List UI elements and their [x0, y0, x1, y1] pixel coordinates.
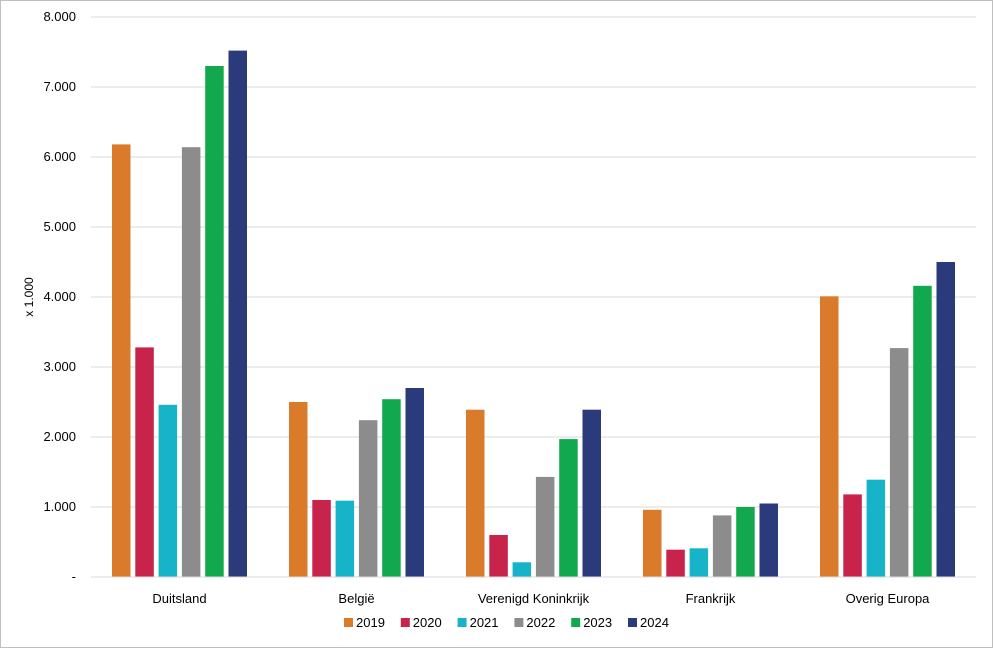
- bar-2019: [820, 296, 839, 577]
- y-tick-label: -: [72, 569, 76, 584]
- bar-2020: [489, 535, 508, 577]
- bar-2024: [936, 262, 955, 577]
- gridlines: [91, 16, 976, 508]
- legend: 2019 2020 2021 2022 2023 2024: [344, 615, 669, 630]
- bar-2022: [358, 420, 378, 577]
- bar-2019: [289, 402, 308, 577]
- legend-swatch-2024: [628, 618, 637, 627]
- bar-2024: [228, 50, 247, 578]
- bar-2024: [405, 388, 424, 577]
- bar-2023: [382, 399, 401, 577]
- legend-label: 2023: [583, 615, 612, 630]
- legend-swatch-2021: [457, 618, 467, 627]
- y-axis-label: x 1.000: [22, 277, 36, 317]
- legend-label: 2022: [526, 615, 555, 630]
- bar-2024: [582, 409, 601, 577]
- x-category-label: Verenigd Koninkrijk: [478, 591, 590, 606]
- legend-label: 2020: [413, 615, 442, 630]
- bar-2024: [759, 503, 778, 577]
- bar-2019: [466, 409, 485, 577]
- y-tick-label: 2.000: [43, 429, 76, 444]
- y-tick-label: 6.000: [43, 149, 76, 164]
- y-tick-label: 5.000: [43, 219, 76, 234]
- bar-2020: [312, 500, 331, 577]
- bar-2021: [866, 479, 886, 577]
- legend-swatch-2022: [514, 618, 524, 627]
- x-axis-category-labels: Duitsland België Verenigd Koninkrijk Frankr…: [152, 591, 930, 606]
- y-tick-label: 8.000: [43, 9, 76, 24]
- bar-2023: [205, 66, 224, 577]
- bar-2022: [889, 348, 909, 577]
- x-category-label: Duitsland: [152, 591, 206, 606]
- bar-2023: [736, 507, 755, 577]
- bar-2023: [559, 439, 578, 577]
- y-axis-tick-labels: - 1.000 2.000 3.000 4.000 5.000 6.000 7.000 8.00…: [43, 9, 76, 584]
- legend-swatch-2023: [571, 618, 581, 627]
- bar-2020: [843, 494, 862, 577]
- bar-2020: [135, 347, 154, 577]
- bar-2023: [913, 285, 932, 577]
- legend-label: 2021: [470, 615, 499, 630]
- legend-label: 2024: [640, 615, 669, 630]
- bar-2021: [335, 500, 355, 577]
- bar-2021: [689, 548, 709, 577]
- y-tick-label: 1.000: [43, 499, 76, 514]
- bar-2019: [112, 144, 131, 577]
- bar-2021: [158, 404, 178, 577]
- x-category-label: België: [338, 591, 374, 606]
- x-category-label: Overig Europa: [846, 591, 931, 606]
- x-category-label: Frankrijk: [686, 591, 736, 606]
- legend-swatch-2019: [344, 618, 353, 627]
- y-tick-label: 3.000: [43, 359, 76, 374]
- bar-2021: [512, 562, 532, 577]
- legend-label: 2019: [356, 615, 385, 630]
- bars: [112, 50, 955, 578]
- bar-2022: [712, 515, 732, 577]
- bar-2022: [535, 476, 555, 577]
- y-tick-label: 4.000: [43, 289, 76, 304]
- bar-2020: [666, 549, 685, 577]
- legend-swatch-2020: [400, 618, 410, 627]
- bar-2022: [181, 147, 201, 577]
- y-tick-label: 7.000: [43, 79, 76, 94]
- bar-2019: [643, 509, 662, 577]
